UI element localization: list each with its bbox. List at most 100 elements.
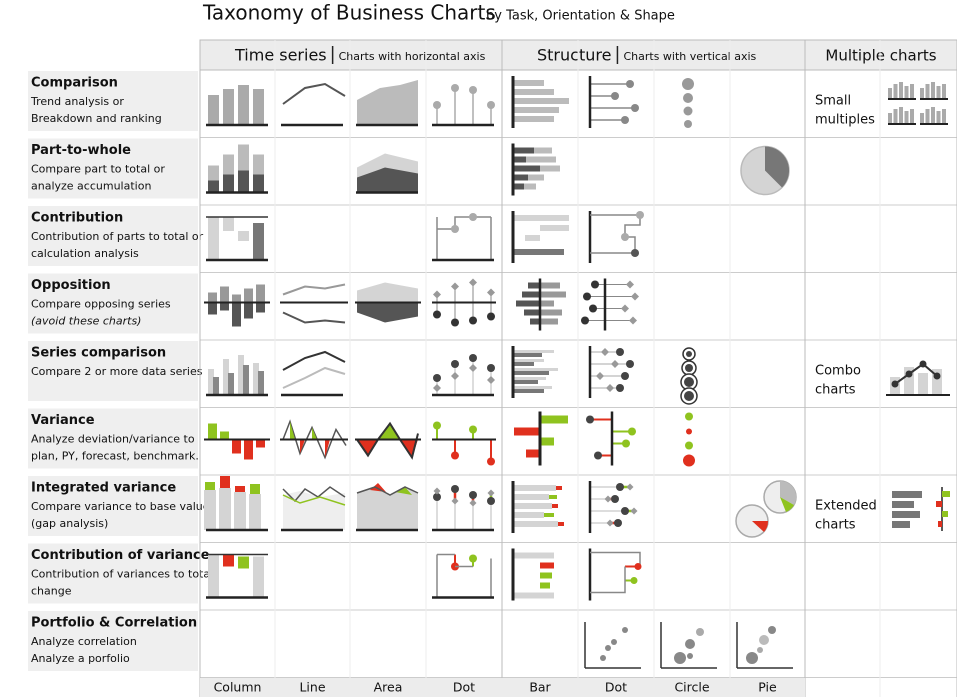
icon-bar (540, 437, 554, 446)
icon-area (451, 497, 459, 505)
icon-bar (514, 380, 538, 384)
icon-bar (208, 217, 219, 260)
icon-area (300, 439, 305, 454)
icon-bar (253, 154, 264, 175)
icon-dot (605, 645, 611, 651)
icon-line (590, 214, 641, 254)
row-desc: Trend analysis or (30, 95, 124, 108)
icon-dot (685, 412, 693, 421)
icon-area (629, 316, 637, 325)
section-name: Time series (234, 46, 327, 65)
icon-bar (238, 231, 249, 241)
icon-dot (594, 451, 602, 460)
multiple-label: Extended (815, 499, 877, 514)
icon-dot (686, 428, 692, 435)
icon-bar (232, 294, 241, 303)
icon-dot (905, 370, 913, 378)
icon-dot (451, 318, 459, 327)
row-desc: Analyze a porfolio (31, 652, 130, 665)
icon-area (451, 282, 459, 291)
icon-bar (942, 109, 946, 123)
row-title: Integrated variance (31, 481, 176, 496)
icon-area (596, 372, 604, 380)
row-title: Contribution (31, 211, 123, 226)
icon-bar (528, 282, 540, 289)
icon-line (590, 566, 626, 594)
icon-dot (626, 360, 634, 368)
icon-dot (611, 495, 619, 503)
multiple-label: charts (815, 383, 856, 398)
icon-bar (220, 431, 229, 440)
icon-line (282, 311, 346, 324)
icon-bar (208, 423, 217, 440)
icon-dot (583, 292, 591, 301)
icon-area (631, 292, 639, 301)
column-label: Circle (674, 680, 709, 695)
icon-dot (469, 316, 477, 325)
icon-dot (451, 360, 459, 368)
icon-dot (685, 441, 693, 450)
icon-bar (238, 355, 244, 395)
icon-dot (469, 354, 477, 362)
icon-dot (683, 106, 693, 116)
icon-dot (451, 485, 459, 493)
icon-bar (514, 107, 559, 113)
icon-bar (514, 503, 552, 509)
icon-bar (932, 369, 942, 395)
subtitle: by Task, Orientation & Shape (486, 9, 675, 24)
footer-band (200, 678, 805, 697)
icon-bar (204, 490, 216, 530)
icon-dot (487, 364, 495, 372)
row-title: Contribution of variance (31, 548, 210, 563)
icon-line (356, 421, 419, 460)
icon-area (433, 487, 441, 495)
icon-bar (223, 359, 229, 395)
icon-bar (208, 302, 217, 315)
row-desc: Contribution of variances to total (31, 568, 213, 581)
row-desc: Compare opposing series (31, 298, 171, 311)
icon-bar (925, 109, 930, 123)
icon-area (357, 439, 378, 456)
icon-area (630, 507, 638, 515)
icon-bar (514, 353, 542, 357)
icon-dot (685, 364, 693, 372)
icon-area (601, 348, 609, 356)
icon-bar (942, 511, 948, 517)
icon-dot (683, 93, 693, 103)
column-label: Dot (453, 680, 475, 695)
icon-bar (514, 350, 554, 353)
icon-bar (256, 439, 265, 448)
row-label-bg (28, 206, 198, 266)
icon-dot (746, 652, 758, 664)
row-desc: Contribution of parts to total or (31, 230, 204, 243)
icon-bar (910, 84, 914, 98)
icon-dot (686, 351, 692, 357)
row-label-bg (28, 611, 198, 671)
icon-line (894, 362, 938, 385)
icon-dot (469, 554, 477, 563)
icon-dot (674, 652, 686, 664)
icon-bar (238, 85, 249, 125)
icon-bar (223, 554, 234, 567)
row-desc: Compare 2 or more data series (31, 365, 203, 378)
row-desc: Compare part to total or (31, 163, 165, 176)
column-label: Pie (758, 680, 777, 695)
icon-bar (936, 86, 941, 98)
icon-dot (933, 372, 941, 380)
icon-dot (622, 439, 630, 448)
icon-bar (514, 215, 569, 221)
icon-bar (893, 84, 898, 98)
icon-dot (634, 563, 642, 570)
icon-bar (904, 367, 914, 395)
icon-bar (540, 318, 558, 325)
icon-bar (540, 165, 560, 172)
icon-bar (892, 491, 922, 498)
icon-bar (220, 286, 229, 303)
icon-area (378, 423, 400, 440)
section-note: Charts with horizontal axis (339, 50, 486, 63)
icon-dot (469, 213, 477, 221)
icon-bar (540, 291, 566, 298)
icon-bar (899, 82, 903, 98)
icon-bar (208, 95, 219, 125)
row-desc: analyze accumulation (31, 180, 151, 193)
